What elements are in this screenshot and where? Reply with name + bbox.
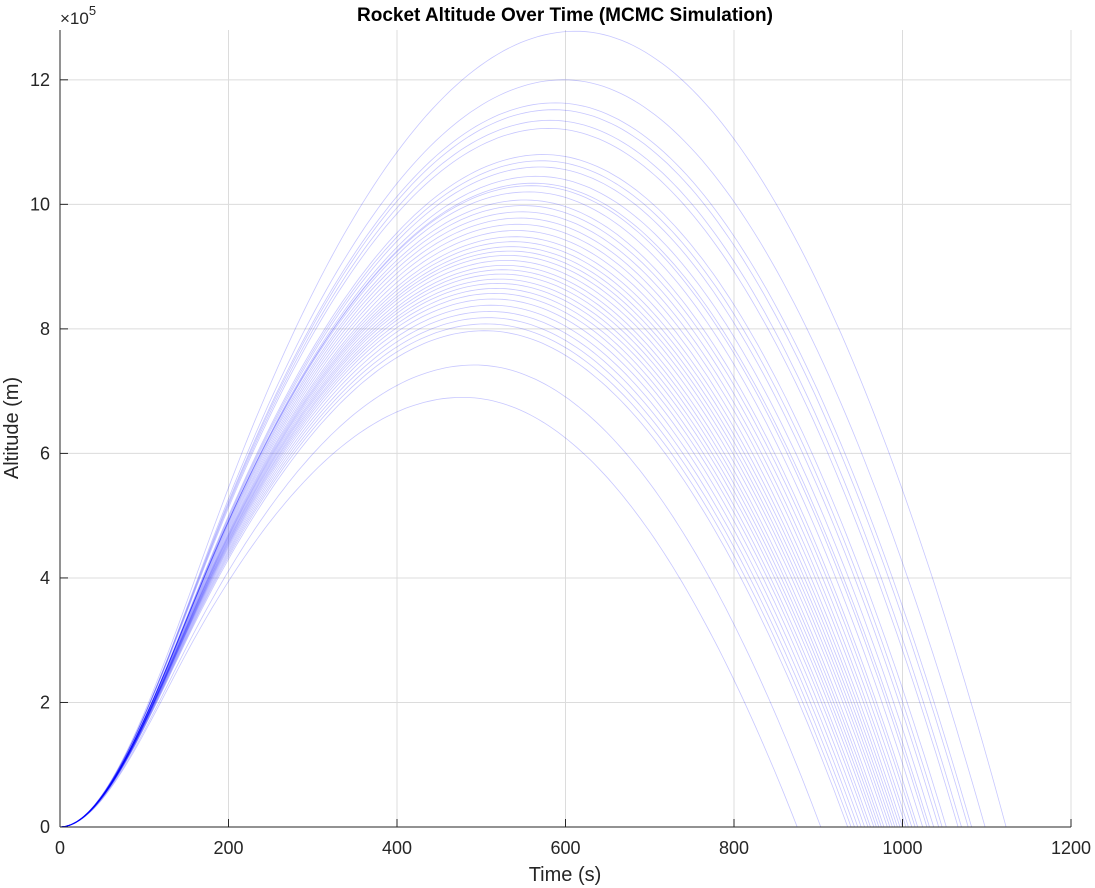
trajectory-line xyxy=(59,273,880,828)
trajectory-line xyxy=(59,166,940,828)
y-tick-label: 10 xyxy=(30,194,50,214)
trajectory-line xyxy=(59,241,898,828)
trajectory-line xyxy=(59,127,959,828)
trajectory-line xyxy=(59,175,935,828)
trajectory-line xyxy=(59,282,875,828)
trajectory-line xyxy=(59,254,891,828)
trajectory-line xyxy=(59,182,930,828)
axis-labels: Rocket Altitude Over Time (MCMC Simulati… xyxy=(1,3,773,886)
y-tick-label: 12 xyxy=(30,70,50,90)
trajectory-line xyxy=(59,298,865,828)
chart-title: Rocket Altitude Over Time (MCMC Simulati… xyxy=(357,5,773,26)
x-tick-label: 400 xyxy=(382,838,412,858)
trajectory-line xyxy=(59,199,919,828)
x-axis-label: Time (s) xyxy=(529,864,602,886)
x-tick-label: 600 xyxy=(550,838,580,858)
trajectory-line xyxy=(59,287,871,828)
trajectory-line xyxy=(59,236,901,828)
y-exponent-label: ×105 xyxy=(60,3,96,28)
trajectory-line xyxy=(59,304,862,828)
trajectory-line xyxy=(59,211,913,828)
trajectory-lines xyxy=(59,30,1007,828)
trajectory-line xyxy=(59,154,947,828)
y-tick-label: 6 xyxy=(40,443,50,463)
trajectory-line xyxy=(59,323,852,828)
trajectory-line xyxy=(59,264,885,828)
trajectory-line xyxy=(59,250,893,828)
trajectory-line xyxy=(59,317,855,828)
trajectory-line xyxy=(59,396,798,828)
trajectory-line xyxy=(59,119,962,828)
trajectory-line xyxy=(59,246,896,828)
x-tick-label: 1000 xyxy=(882,838,922,858)
trajectory-line xyxy=(59,292,869,828)
x-tick-label: 0 xyxy=(55,838,65,858)
x-tick-label: 800 xyxy=(719,838,749,858)
trajectory-line xyxy=(59,160,943,828)
y-tick-label: 8 xyxy=(40,319,50,339)
trajectory-line xyxy=(59,223,907,828)
trajectory-line xyxy=(59,278,877,828)
trajectory-line xyxy=(59,30,1007,828)
y-exponent-base: ×10 xyxy=(60,9,89,28)
trajectory-line xyxy=(59,259,888,828)
trajectory-line xyxy=(59,330,849,828)
trajectory-line xyxy=(59,269,882,828)
trajectory-line xyxy=(59,102,972,828)
trajectory-line xyxy=(59,310,859,828)
trajectory-line xyxy=(59,364,822,828)
trajectory-line xyxy=(59,205,916,828)
trajectory-line xyxy=(59,191,924,828)
trajectory-line xyxy=(59,79,986,828)
trajectory-line xyxy=(59,109,969,828)
axes: 0 200 400 600 800 1000 1200 0 2 4 6 8 10 12 xyxy=(30,30,1091,858)
x-tick-label: 1200 xyxy=(1051,838,1091,858)
y-tick-label: 4 xyxy=(40,568,50,588)
y-tick-label: 2 xyxy=(40,692,50,712)
y-tick-label: 0 xyxy=(40,817,50,837)
y-exponent-power: 5 xyxy=(89,3,96,18)
trajectory-line xyxy=(59,217,909,828)
x-tick-label: 200 xyxy=(213,838,243,858)
grid-lines xyxy=(60,30,1072,827)
y-axis-label: Altitude (m) xyxy=(1,377,23,479)
trajectory-line xyxy=(59,185,928,828)
trajectory-line xyxy=(59,230,903,828)
